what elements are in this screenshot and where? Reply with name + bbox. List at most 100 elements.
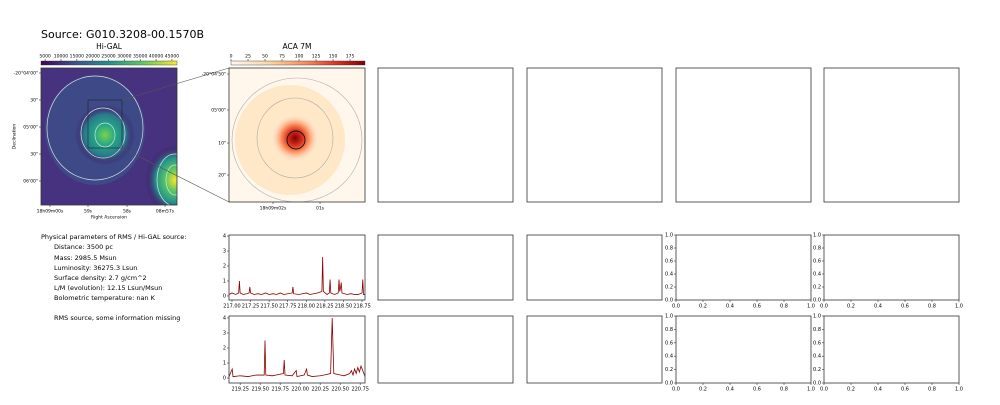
y-tick-label: 0.2 xyxy=(665,285,673,291)
colorbar xyxy=(230,60,366,66)
y-tick-label: 10" xyxy=(218,141,226,147)
x-tick-label: 217.75 xyxy=(279,304,297,310)
colorbar-tick-label: 100 xyxy=(295,54,304,60)
x-tick-label: 218.00 xyxy=(298,304,316,310)
empty-panel xyxy=(377,234,514,301)
x-tick-label: 0.8 xyxy=(928,387,936,393)
y-tick-label: 4 xyxy=(223,315,226,321)
x-tick-label: 0.0 xyxy=(672,304,680,310)
info-line: Luminosity: 36275.3 Lsun xyxy=(54,264,137,272)
info-heading: Physical parameters of RMS / Hi-GAL sour… xyxy=(41,233,186,241)
colorbar-tick-label: 45000 xyxy=(165,54,179,60)
y-tick-label: 06'00" xyxy=(23,179,38,185)
info-line: Mass: 2985.5 Msun xyxy=(54,254,117,262)
zoom-line xyxy=(121,67,230,101)
y-tick-label: 1 xyxy=(223,361,226,367)
info-line: Bolometric temperature: nan K xyxy=(54,294,156,302)
higal-frame xyxy=(40,67,178,206)
y-tick-label: 0.2 xyxy=(813,367,821,373)
empty-panel xyxy=(377,67,514,203)
x-tick-label: 0.4 xyxy=(726,387,734,393)
y-tick-label: 20" xyxy=(218,173,226,179)
x-tick-label: 0.0 xyxy=(820,304,828,310)
x-axis-label: Right Ascension xyxy=(91,215,127,221)
spectrum-line xyxy=(228,257,365,295)
colorbar xyxy=(40,60,178,66)
y-tick-label: 0.0 xyxy=(813,298,821,304)
colorbar-tick-label: 30000 xyxy=(117,54,131,60)
y-tick-label: 2 xyxy=(223,264,226,270)
x-tick-label: 08m57s xyxy=(156,209,175,215)
axes-frame xyxy=(823,315,960,384)
figure-title: Source: G010.3208-00.1570B xyxy=(41,28,204,41)
y-tick-label: 0.6 xyxy=(665,340,673,346)
y-tick-label: 30" xyxy=(30,98,38,104)
colorbar-tick-label: 150 xyxy=(329,54,338,60)
info-block: Physical parameters of RMS / Hi-GAL sour… xyxy=(41,233,186,322)
x-tick-label: 0.4 xyxy=(874,387,882,393)
empty-panel xyxy=(675,67,812,203)
colorbar-tick-label: 20000 xyxy=(86,54,100,60)
x-tick-label: 0.8 xyxy=(780,304,788,310)
y-tick-label: 05'00" xyxy=(23,125,38,131)
info-line: L/M (evolution): 12.15 Lsun/Msun xyxy=(54,284,162,292)
y-tick-label: 0.6 xyxy=(813,340,821,346)
x-tick-label: 0.2 xyxy=(699,304,707,310)
x-tick-label: 217.50 xyxy=(260,304,278,310)
empty-panel xyxy=(526,234,663,301)
x-tick-label: 0.6 xyxy=(901,304,909,310)
aca-frame xyxy=(228,67,366,203)
x-tick-label: 219.50 xyxy=(251,387,269,393)
x-tick-label: 0.2 xyxy=(699,387,707,393)
x-tick-label: 0.8 xyxy=(780,387,788,393)
y-tick-label: 1 xyxy=(223,278,226,284)
x-tick-label: 58s xyxy=(123,209,132,215)
y-tick-label: 4 xyxy=(223,234,226,240)
colorbar-tick-label: 75 xyxy=(279,54,285,60)
info-line: Distance: 3500 pc xyxy=(54,243,113,251)
y-tick-label: 0.2 xyxy=(665,367,673,373)
axes-frame xyxy=(823,234,960,301)
axes-frame xyxy=(228,234,366,301)
y-tick-label: 1.0 xyxy=(665,314,673,320)
higal-image xyxy=(41,68,177,205)
colorbar-tick-label: 0 xyxy=(230,54,233,60)
x-tick-label: 218.75 xyxy=(353,304,371,310)
panel-title: ACA 7M xyxy=(283,42,312,51)
x-tick-label: 1.0 xyxy=(955,304,963,310)
spectrum-line xyxy=(228,317,366,378)
x-tick-label: 59s xyxy=(84,209,93,215)
x-tick-label: 220.75 xyxy=(351,387,369,393)
axes-frame xyxy=(228,315,366,384)
y-tick-label: 3 xyxy=(223,330,226,336)
colorbar-tick-label: 25 xyxy=(245,54,251,60)
colorbar-tick-label: 10000 xyxy=(54,54,68,60)
x-tick-label: 18h09m00s xyxy=(37,209,64,215)
x-tick-label: 0.2 xyxy=(847,387,855,393)
y-tick-label: 0.6 xyxy=(665,259,673,265)
x-tick-label: 0.8 xyxy=(928,304,936,310)
panel-title: Hi-GAL xyxy=(96,42,123,51)
y-tick-label: 0.8 xyxy=(665,327,673,333)
y-tick-label: 05'00" xyxy=(211,108,226,114)
y-tick-label: 0.0 xyxy=(813,381,821,387)
x-tick-label: 220.25 xyxy=(311,387,329,393)
x-tick-label: 1.0 xyxy=(955,387,963,393)
y-tick-label: 0.8 xyxy=(665,246,673,252)
y-tick-label: 30" xyxy=(30,152,38,158)
x-tick-label: 217.00 xyxy=(223,304,241,310)
x-tick-label: 01s xyxy=(316,206,325,212)
y-tick-label: 1.0 xyxy=(813,314,821,320)
x-tick-label: 217.25 xyxy=(242,304,260,310)
axes-frame xyxy=(675,234,812,301)
y-tick-label: 1.0 xyxy=(665,233,673,239)
x-tick-label: 220.00 xyxy=(291,387,309,393)
y-tick-label: 0.8 xyxy=(813,327,821,333)
zoom-line xyxy=(121,147,230,203)
x-tick-label: 0.0 xyxy=(672,387,680,393)
colorbar-tick-label: 50 xyxy=(262,54,268,60)
empty-panel xyxy=(526,315,663,384)
y-tick-label: 0.4 xyxy=(665,354,673,360)
y-tick-label: 3 xyxy=(223,249,226,255)
